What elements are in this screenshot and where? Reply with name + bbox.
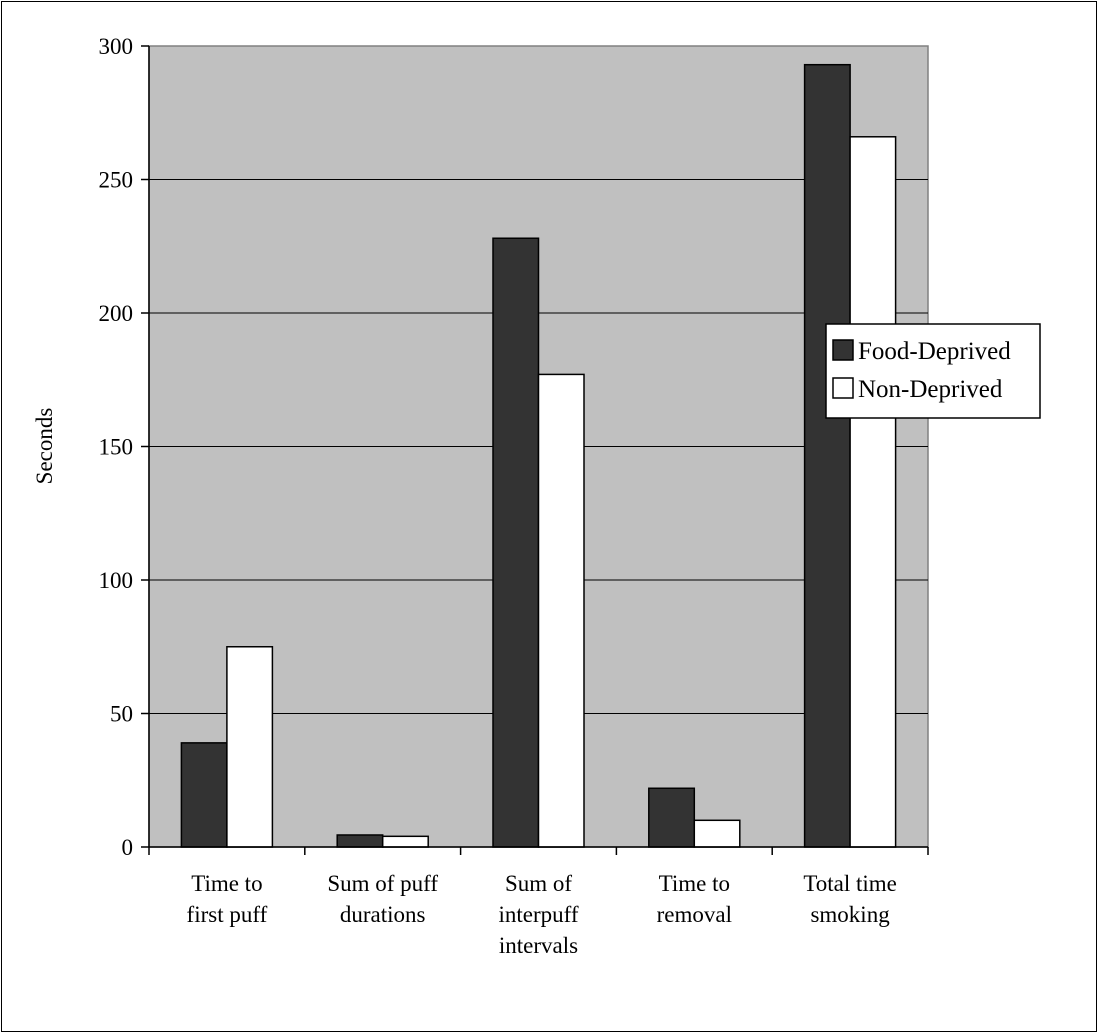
- bar-non-deprived: [226, 646, 274, 848]
- x-category-labels: Time to first puff Sum of puff durations Sum…: [187, 871, 897, 958]
- legend-swatch: [832, 339, 854, 361]
- legend-label: Food-Deprived: [858, 338, 1011, 365]
- y-tick-label: 200: [99, 301, 134, 326]
- x-category-label: Total time smoking: [803, 871, 897, 927]
- legend-label: Non-Deprived: [858, 376, 1003, 403]
- y-tick-label: 300: [99, 34, 134, 59]
- legend-swatch: [832, 377, 854, 399]
- x-category-label: Time to removal: [657, 871, 732, 927]
- bar-food-deprived: [648, 787, 696, 848]
- bar-non-deprived: [693, 819, 741, 848]
- bar-non-deprived: [381, 835, 429, 848]
- legend: Food-Deprived Non-Deprived: [825, 323, 1041, 419]
- y-tick-labels: 0 50 100 150 200 250 300: [99, 34, 134, 860]
- x-category-label: Sum of interpuff intervals: [498, 871, 578, 958]
- y-tick-label: 150: [99, 435, 134, 460]
- y-tick-label: 250: [99, 168, 134, 193]
- y-tick-label: 0: [122, 835, 134, 860]
- x-category-label: Time to first puff: [187, 871, 268, 927]
- axes: [141, 45, 929, 855]
- bar-non-deprived: [537, 373, 585, 848]
- y-tick-label: 100: [99, 568, 134, 593]
- x-category-label: Sum of puff durations: [327, 871, 438, 927]
- bar-food-deprived: [180, 742, 228, 848]
- bar-food-deprived: [803, 63, 851, 848]
- bars: [180, 63, 897, 848]
- legend-box: [825, 323, 1041, 419]
- bar-non-deprived: [849, 136, 897, 848]
- y-axis-title: Seconds: [32, 408, 57, 485]
- bar-food-deprived: [492, 237, 540, 848]
- y-tick-label: 50: [110, 702, 133, 727]
- bar-food-deprived: [336, 834, 384, 848]
